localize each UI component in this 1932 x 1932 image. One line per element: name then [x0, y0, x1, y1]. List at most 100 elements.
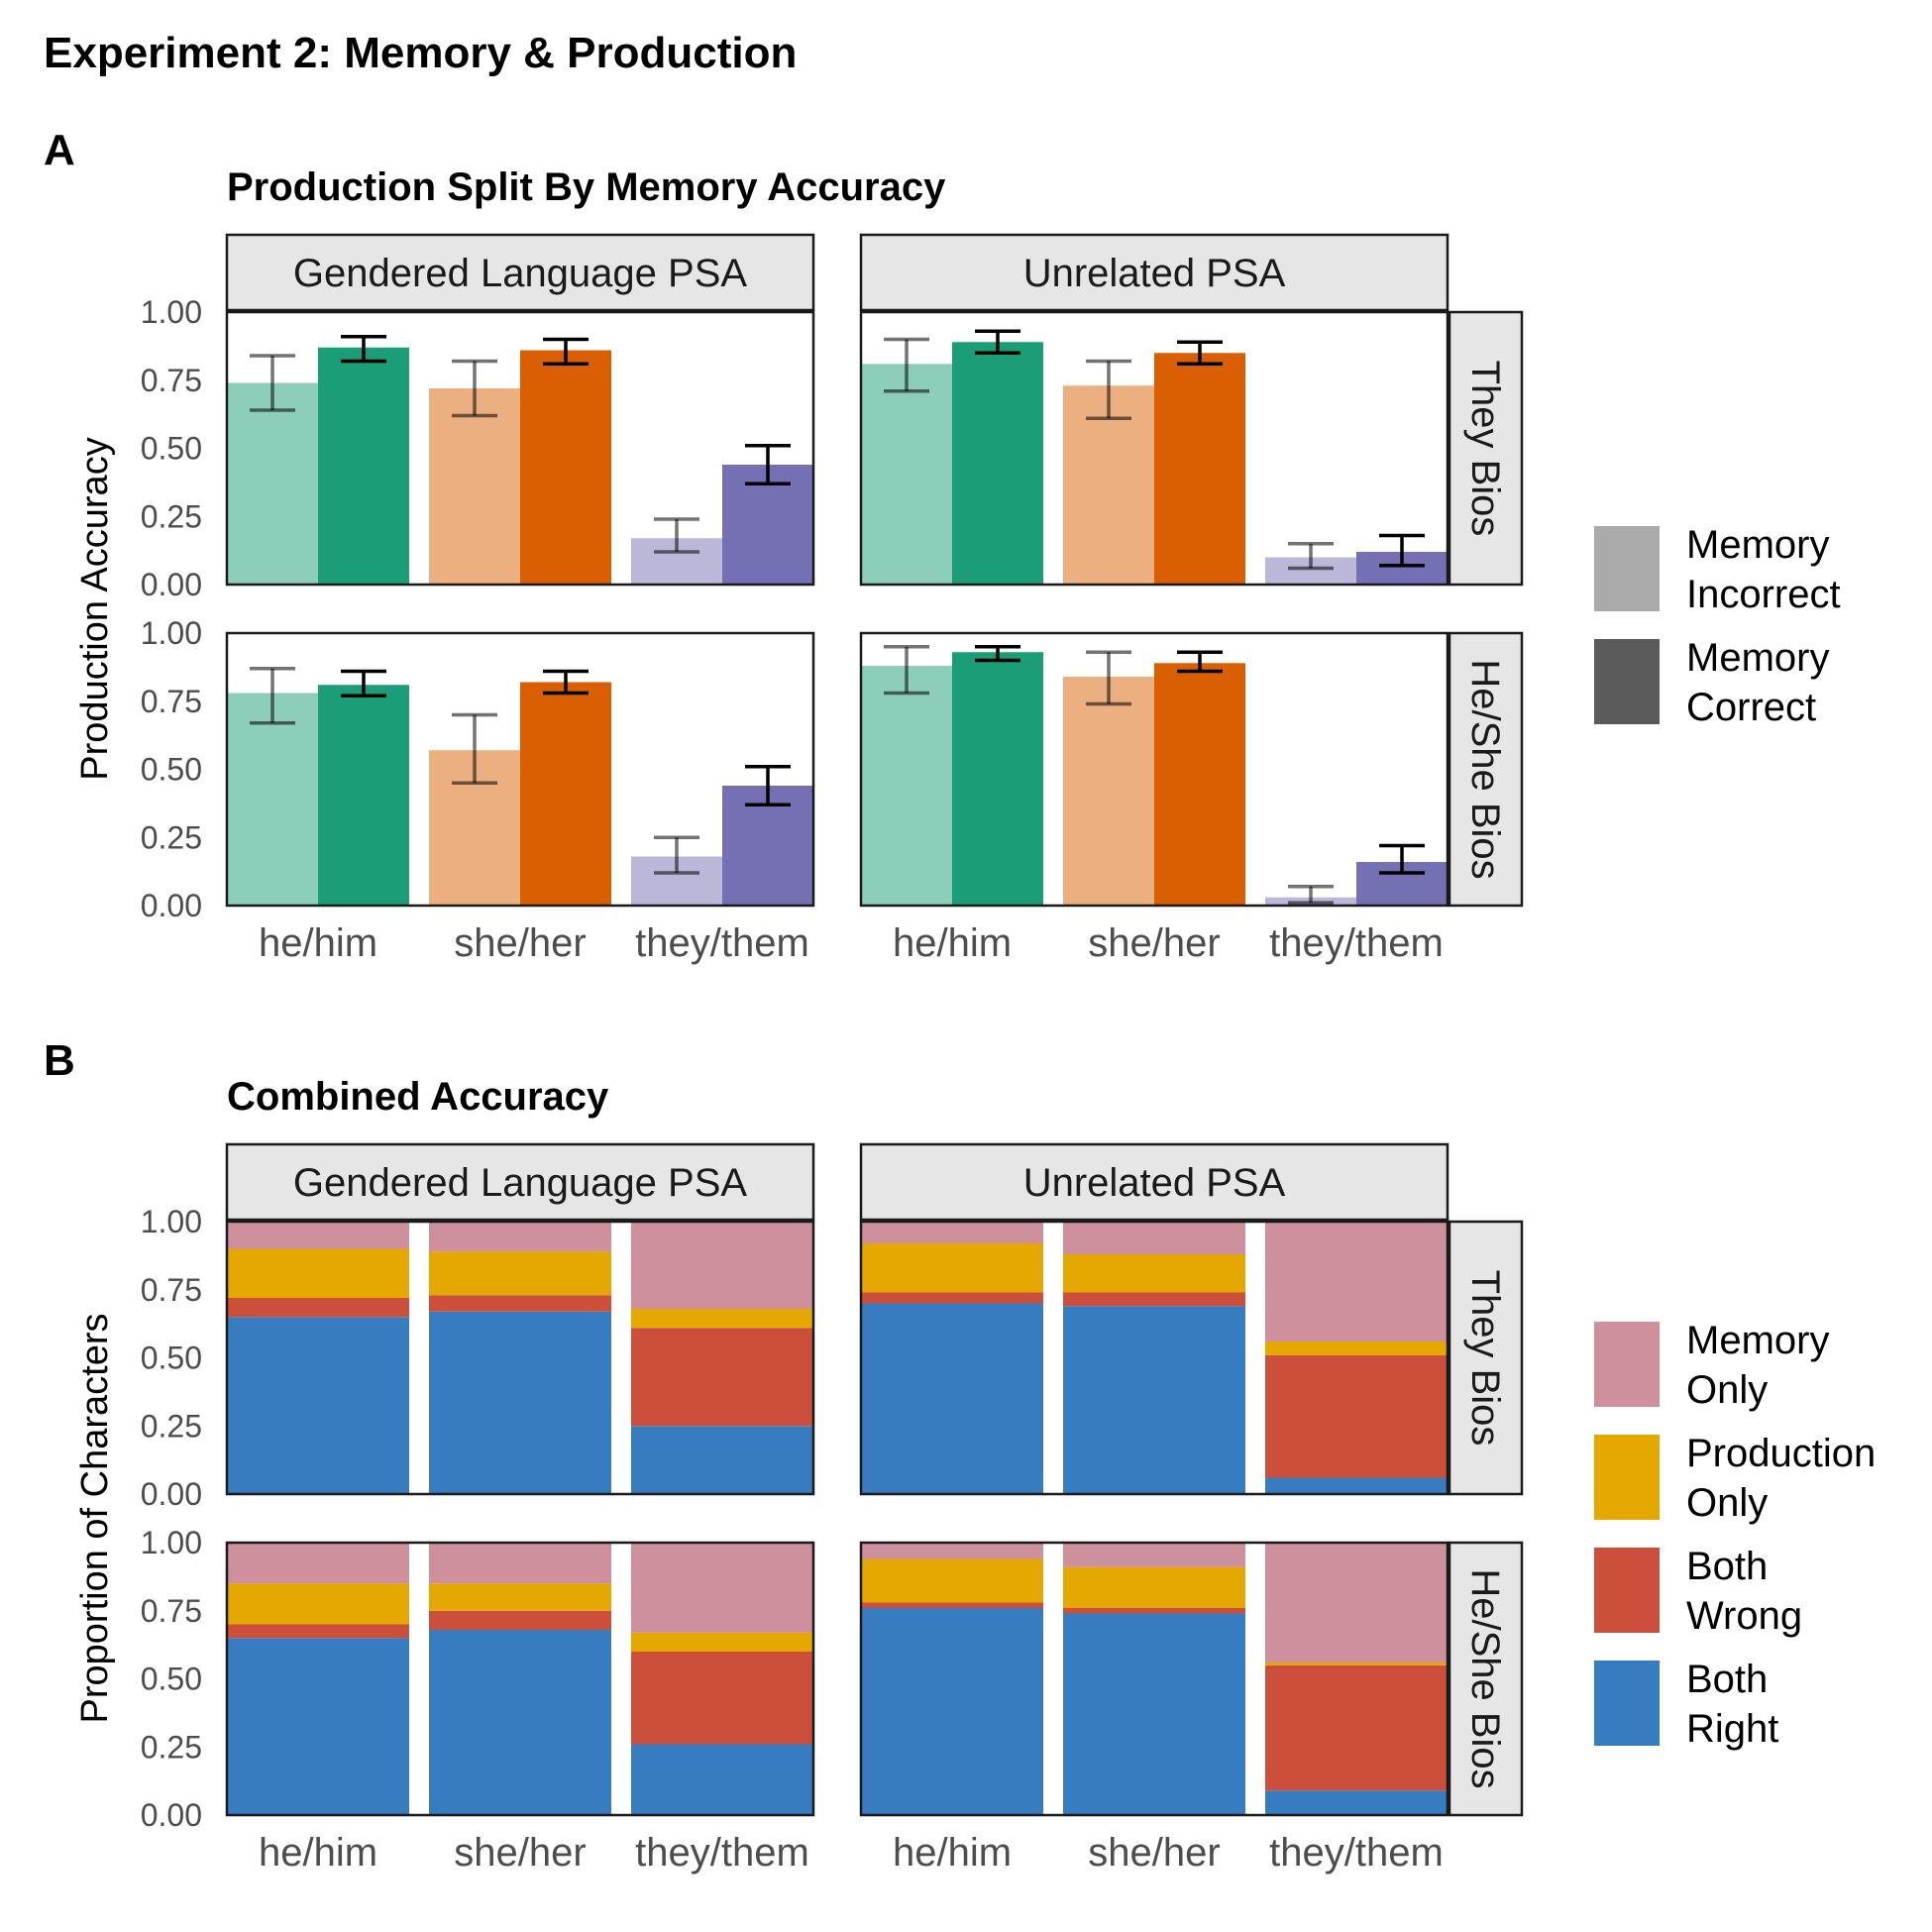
- bar-memory-incorrect-he-him: [861, 666, 952, 906]
- errorbar-memory-correct-they-them: [1379, 533, 1425, 568]
- segment-both-wrong-they-them: [631, 1652, 813, 1745]
- bar-memory-incorrect-she-her: [1063, 677, 1154, 906]
- segment-memory-only-he-him: [227, 1222, 409, 1249]
- panel-unrelated-psa-he-she-bios: [859, 631, 1449, 908]
- strip-label-gendered-language-psa: Gendered Language PSA: [293, 252, 747, 295]
- ytick-label: 0.00: [141, 1476, 202, 1512]
- ytick-label: 0.50: [141, 431, 202, 467]
- segment-both-right-she-her: [429, 1630, 611, 1815]
- panel-gendered-language-psa-he-she-bios: [225, 631, 815, 908]
- bar-memory-incorrect-he-him: [861, 364, 952, 585]
- segment-both-wrong-he-him: [861, 1602, 1043, 1608]
- segment-both-right-he-him: [861, 1608, 1043, 1815]
- segment-production-only-he-him: [227, 1583, 409, 1625]
- legend-label-line1: Production: [1686, 1432, 1876, 1475]
- legend-label-line1: Memory: [1686, 636, 1829, 680]
- segment-memory-only-he-him: [861, 1543, 1043, 1559]
- segment-memory-only-she-her: [429, 1543, 611, 1584]
- segment-both-right-he-him: [861, 1303, 1043, 1494]
- xtick-he-him: he/him: [893, 921, 1012, 965]
- errorbar-memory-correct-she-her: [543, 669, 589, 696]
- strip-unrelated-psa: [859, 1142, 1449, 1222]
- errorbar-memory-correct-she-her: [1177, 340, 1223, 366]
- legend-label-line1: Both: [1686, 1545, 1768, 1588]
- errorbar-memory-incorrect-they-them: [654, 517, 699, 554]
- bar-memory-correct-she-her: [1154, 353, 1245, 585]
- legend-item-memory-incorrect: Memory Incorrect: [1594, 523, 1841, 616]
- segment-memory-only-they-them: [631, 1222, 813, 1309]
- y-axis-title: Proportion of Characters: [74, 1314, 116, 1724]
- figure-title: Experiment 2: Memory & Production: [44, 29, 797, 77]
- errorbar-memory-correct-she-her: [1177, 650, 1223, 674]
- xtick-he-him: he/him: [893, 1831, 1012, 1875]
- panel-b-letter: B: [44, 1036, 75, 1085]
- errorbar-memory-incorrect-he-him: [884, 645, 929, 696]
- strip-label-unrelated-psa: Unrelated PSA: [1023, 1161, 1286, 1205]
- legend-item-memory-only: Memory Only: [1594, 1319, 1829, 1412]
- errorbar-memory-correct-they-them: [745, 444, 791, 485]
- segment-both-wrong-she-her: [1063, 1292, 1245, 1307]
- legend-label-line1: Memory: [1686, 523, 1829, 567]
- panel-a-letter: A: [44, 126, 75, 174]
- segment-memory-only-he-him: [861, 1222, 1043, 1243]
- panel-border: [225, 631, 815, 908]
- legend-label-line1: Memory: [1686, 1319, 1829, 1362]
- ytick-label: 0.25: [141, 819, 202, 855]
- chart-production-split: Gendered Language PSA Unrelated PSA They B…: [74, 233, 1524, 965]
- legend-label-line2: Incorrect: [1686, 573, 1841, 616]
- ytick-label: 1.00: [141, 1525, 202, 1560]
- bar-memory-correct-she-her: [1154, 663, 1245, 906]
- legend-label-line2: Right: [1686, 1707, 1778, 1751]
- legend-label-line2: Only: [1686, 1368, 1768, 1412]
- legend-item-memory-correct: Memory Correct: [1594, 636, 1829, 729]
- segment-memory-only-they-them: [1265, 1222, 1448, 1342]
- legend-label-line2: Wrong: [1686, 1594, 1802, 1638]
- bar-memory-correct-she-her: [520, 682, 611, 906]
- chart-combined-accuracy: Gendered Language PSA Unrelated PSA They B…: [74, 1142, 1524, 1875]
- ytick-label: 0.75: [141, 1593, 202, 1629]
- panel-unrelated-psa-he-she-bios: [859, 1541, 1449, 1817]
- panel-border: [225, 1220, 815, 1496]
- segment-both-wrong-she-her: [429, 1295, 611, 1312]
- panel-border: [859, 310, 1449, 587]
- strip-they-bios: [1448, 310, 1524, 587]
- legend-label-line1: Both: [1686, 1658, 1768, 1701]
- segment-both-right-she-her: [1063, 1306, 1245, 1494]
- segment-both-wrong-they-them: [1265, 1664, 1448, 1791]
- panel-border: [225, 1541, 815, 1817]
- strip-label-unrelated-psa: Unrelated PSA: [1023, 252, 1286, 295]
- legend-swatch: [1594, 1548, 1660, 1633]
- panel-gendered-language-psa-they-bios: [225, 310, 815, 587]
- strip-label-he-she-bios: He/She Bios: [1463, 659, 1507, 879]
- errorbar-memory-correct-he-him: [975, 329, 1020, 355]
- errorbar-memory-incorrect-they-them: [654, 835, 699, 875]
- errorbar-memory-incorrect-she-her: [1086, 359, 1131, 420]
- ytick-label: 0.25: [141, 1729, 202, 1765]
- panel-border: [225, 310, 815, 587]
- legend-item-both-wrong: Both Wrong: [1594, 1545, 1802, 1638]
- strip-he-she-bios: [1448, 1541, 1524, 1817]
- xtick-they-them: they/them: [1269, 921, 1444, 965]
- legend-label-line2: Correct: [1686, 686, 1816, 729]
- panel-b-title: Combined Accuracy: [227, 1075, 609, 1119]
- bar-memory-correct-he-him: [318, 347, 409, 585]
- ytick-label: 0.00: [141, 1797, 202, 1833]
- errorbar-memory-incorrect-she-her: [452, 359, 497, 418]
- segment-both-right-he-him: [227, 1317, 409, 1494]
- xtick-she-her: she/her: [1088, 1831, 1220, 1875]
- segment-production-only-they-them: [1265, 1663, 1448, 1665]
- segment-memory-only-she-her: [1063, 1543, 1245, 1567]
- xtick-they-them: they/them: [635, 921, 809, 965]
- panel-unrelated-psa-they-bios: [859, 1220, 1449, 1496]
- ytick-label: 0.25: [141, 498, 202, 534]
- legend-swatch: [1594, 1435, 1660, 1520]
- ytick-label: 0.75: [141, 1272, 202, 1308]
- panel-border: [859, 631, 1449, 908]
- ytick-label: 1.00: [141, 1204, 202, 1239]
- ytick-label: 0.75: [141, 684, 202, 719]
- strip-gendered-language-psa: [225, 1142, 815, 1222]
- ytick-label: 0.50: [141, 752, 202, 788]
- errorbar-memory-incorrect-he-him: [884, 337, 929, 393]
- strip-label-they-bios: They Bios: [1463, 361, 1507, 537]
